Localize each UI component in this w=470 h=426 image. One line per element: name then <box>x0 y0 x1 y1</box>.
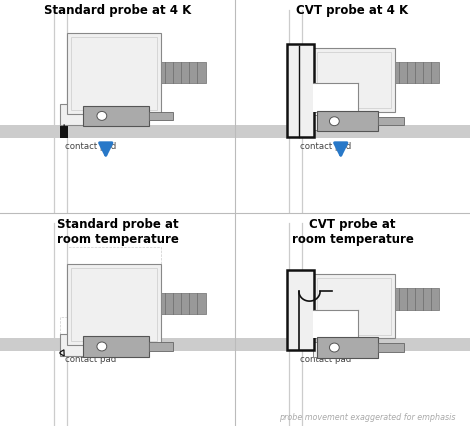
Circle shape <box>97 342 107 351</box>
Bar <box>84 106 149 127</box>
Bar <box>71 268 157 341</box>
Bar <box>287 271 314 350</box>
Text: Standard probe at 4 K: Standard probe at 4 K <box>44 4 191 17</box>
Bar <box>60 104 90 126</box>
Bar <box>295 126 303 138</box>
Text: CVT probe at
room temperature: CVT probe at room temperature <box>291 217 414 246</box>
Bar <box>313 310 358 339</box>
Circle shape <box>329 118 339 127</box>
Circle shape <box>97 112 107 121</box>
Text: contact pad: contact pad <box>65 141 116 151</box>
Bar <box>317 53 391 109</box>
Bar <box>395 289 439 310</box>
Bar <box>67 264 161 345</box>
Bar <box>295 339 303 351</box>
Text: contact pad: contact pad <box>65 354 116 364</box>
Bar <box>378 344 404 352</box>
Bar <box>235 126 470 138</box>
Bar <box>67 34 161 115</box>
Text: probe movement exaggerated for emphasis: probe movement exaggerated for emphasis <box>279 412 456 421</box>
Bar <box>317 112 378 132</box>
Bar <box>149 343 173 351</box>
Bar <box>90 100 104 119</box>
Bar <box>317 337 378 358</box>
Bar <box>378 118 404 126</box>
Bar <box>235 339 470 351</box>
Bar <box>67 247 161 328</box>
Bar <box>395 63 439 84</box>
Bar <box>84 337 149 357</box>
Bar <box>287 45 314 137</box>
Bar <box>317 279 391 335</box>
Bar <box>313 84 358 113</box>
Bar <box>161 63 206 84</box>
Bar <box>0 339 235 351</box>
Bar <box>0 126 235 138</box>
Bar <box>161 293 206 314</box>
Bar <box>60 334 90 356</box>
Text: CVT probe at 4 K: CVT probe at 4 K <box>297 4 408 17</box>
Bar <box>60 339 68 351</box>
Text: contact pad: contact pad <box>300 354 351 364</box>
Bar <box>313 116 374 131</box>
Bar <box>60 317 90 339</box>
Text: contact pad: contact pad <box>300 141 351 151</box>
Circle shape <box>329 343 339 352</box>
Bar <box>313 342 374 357</box>
Bar <box>313 49 395 113</box>
Bar <box>71 38 157 111</box>
Bar <box>60 126 68 138</box>
Text: Standard probe at
room temperature: Standard probe at room temperature <box>56 217 179 246</box>
Bar <box>313 275 395 339</box>
Bar <box>149 112 173 121</box>
Bar <box>90 330 104 349</box>
